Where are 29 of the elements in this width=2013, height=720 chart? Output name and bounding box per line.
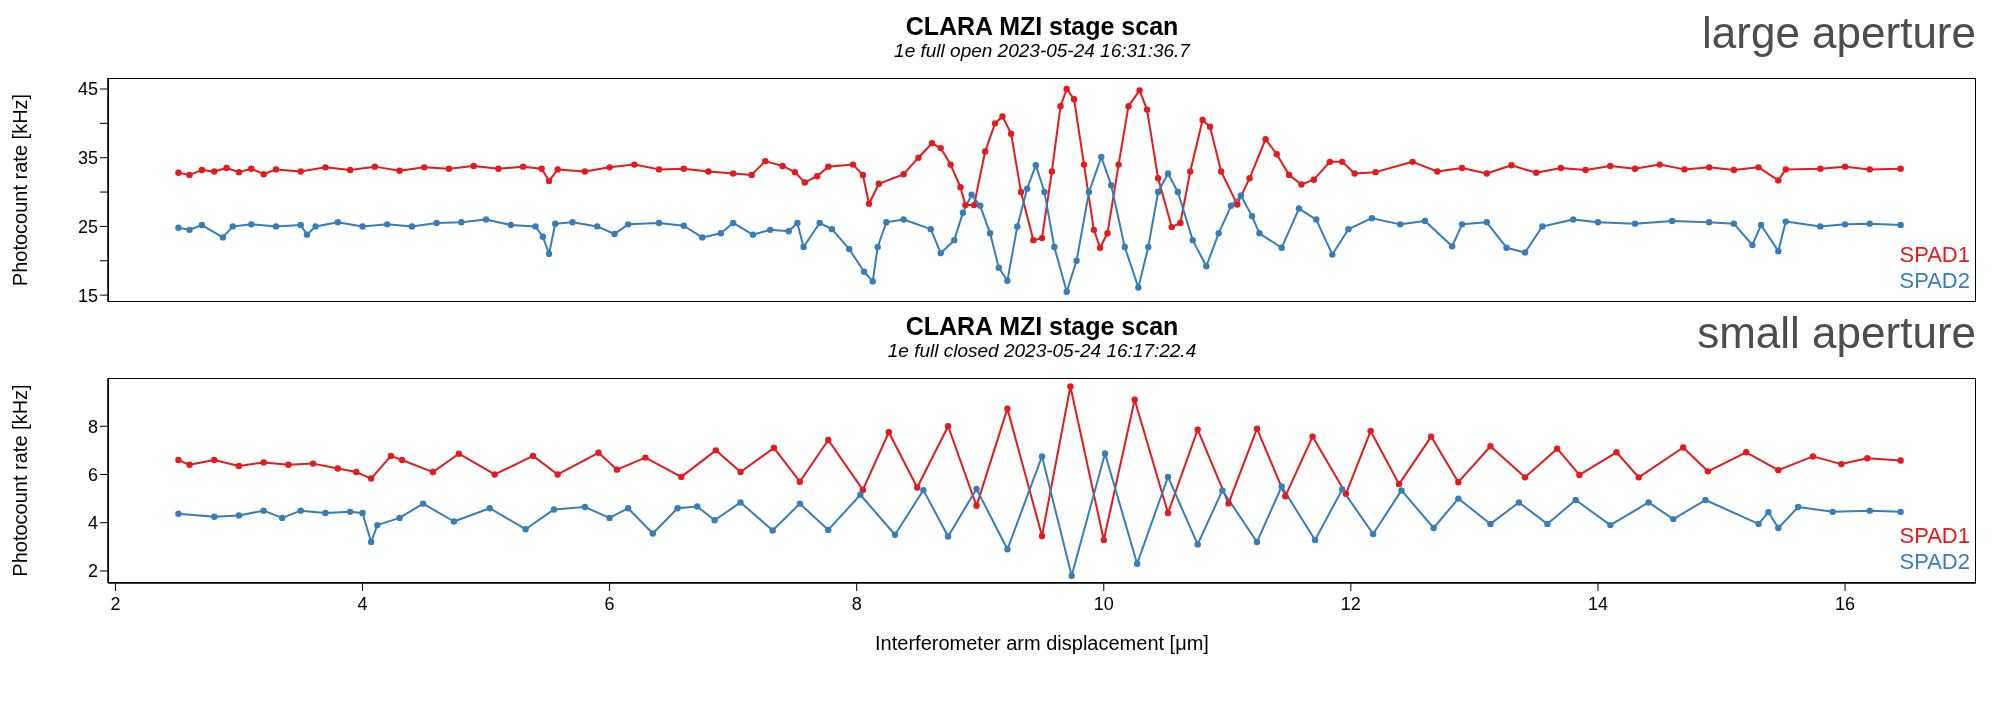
chart-subtitle: 1e full open 2023-05-24 16:31:36.7 bbox=[894, 40, 1190, 61]
x-tick-label: 8 bbox=[851, 593, 862, 614]
text: SPAD1 bbox=[1899, 242, 1970, 268]
y-tick-label: 25 bbox=[77, 216, 98, 237]
x-tick-label: 12 bbox=[1340, 593, 1361, 614]
x-tick-label: 4 bbox=[357, 593, 368, 614]
series-label: SPAD2 bbox=[1899, 549, 1970, 575]
y-tick-label: 2 bbox=[87, 561, 98, 582]
x-tick-label: 2 bbox=[110, 593, 121, 614]
y-axis-title: Photocount rate [kHz] bbox=[9, 93, 32, 287]
x-axis-title: Interferometer arm displacement [μm] bbox=[875, 632, 1209, 654]
x-tick-label: 10 bbox=[1093, 593, 1114, 614]
y-tick-label: 4 bbox=[87, 513, 98, 534]
chart-subtitle: 1e full closed 2023-05-24 16:17:22.4 bbox=[887, 340, 1197, 361]
y-tick-label: 6 bbox=[87, 464, 98, 485]
chart-title: CLARA MZI stage scan bbox=[905, 312, 1179, 340]
series-label: SPAD2 bbox=[1899, 268, 1970, 294]
x-tick-label: 16 bbox=[1835, 593, 1856, 614]
x-tick-label: 6 bbox=[604, 593, 615, 614]
y-tick-label: 8 bbox=[87, 416, 98, 437]
chart-title: CLARA MZI stage scan bbox=[905, 12, 1179, 40]
text: large aperture bbox=[1702, 8, 1976, 58]
y-tick-label: 45 bbox=[77, 79, 98, 100]
x-tick-label: 14 bbox=[1587, 593, 1608, 614]
text: SPAD1 bbox=[1899, 523, 1970, 549]
y-tick-label: 15 bbox=[77, 285, 98, 306]
y-tick-label: 35 bbox=[77, 148, 98, 169]
text: small aperture bbox=[1697, 308, 1976, 358]
y-axis-title: Photocount rate [kHz] bbox=[9, 384, 32, 577]
